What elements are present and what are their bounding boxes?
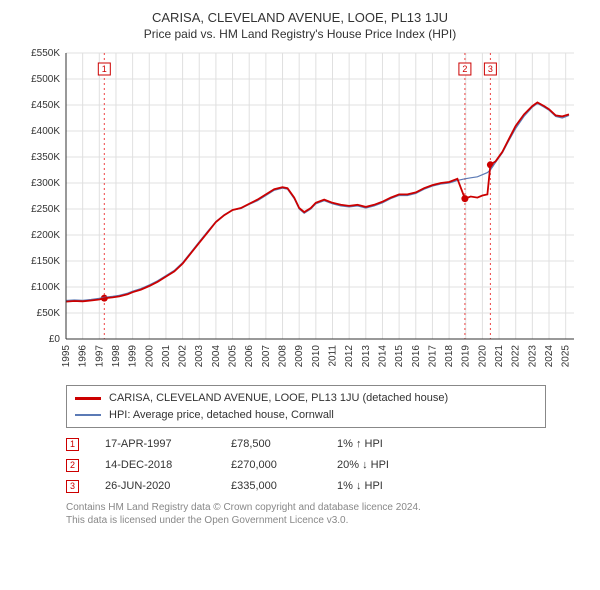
tx-date: 26-JUN-2020	[105, 476, 205, 497]
transaction-row: 3 26-JUN-2020 £335,000 1% ↓ HPI	[66, 476, 584, 497]
tx-price: £270,000	[231, 455, 311, 476]
tx-marker-icon: 3	[66, 480, 79, 493]
chart-subtitle: Price paid vs. HM Land Registry's House …	[16, 27, 584, 41]
svg-text:2020: 2020	[477, 345, 488, 368]
legend-row-hpi: HPI: Average price, detached house, Corn…	[75, 407, 537, 424]
footer-line-1: Contains HM Land Registry data © Crown c…	[66, 501, 584, 514]
legend-swatch-hpi	[75, 414, 101, 416]
svg-text:1997: 1997	[94, 345, 105, 368]
legend: CARISA, CLEVELAND AVENUE, LOOE, PL13 1JU…	[66, 385, 546, 428]
svg-text:1996: 1996	[78, 345, 89, 368]
tx-delta: 1% ↓ HPI	[337, 476, 437, 497]
svg-text:2003: 2003	[194, 345, 205, 368]
price-chart: £0 £50K £100K £150K £200K £250K £300K £350K £400…	[16, 49, 584, 379]
svg-text:2022: 2022	[511, 345, 522, 368]
svg-text:£250K: £250K	[31, 204, 60, 215]
svg-text:3: 3	[488, 64, 493, 74]
svg-text:2015: 2015	[394, 345, 405, 368]
svg-text:£450K: £450K	[31, 100, 60, 111]
svg-text:2006: 2006	[244, 345, 255, 368]
tx-date: 14-DEC-2018	[105, 455, 205, 476]
transaction-row: 2 14-DEC-2018 £270,000 20% ↓ HPI	[66, 455, 584, 476]
svg-text:2008: 2008	[278, 345, 289, 368]
svg-text:2007: 2007	[261, 345, 272, 368]
svg-text:£350K: £350K	[31, 152, 60, 163]
legend-label-property: CARISA, CLEVELAND AVENUE, LOOE, PL13 1JU…	[109, 390, 448, 407]
svg-text:£50K: £50K	[37, 308, 61, 319]
svg-text:£550K: £550K	[31, 49, 60, 59]
transaction-table: 1 17-APR-1997 £78,500 1% ↑ HPI 2 14-DEC-2018 £…	[66, 434, 584, 497]
svg-text:2002: 2002	[178, 345, 189, 368]
footer-text: Contains HM Land Registry data © Crown c…	[66, 501, 584, 527]
svg-text:£0: £0	[49, 334, 61, 345]
footer-line-2: This data is licensed under the Open Gov…	[66, 514, 584, 527]
transaction-row: 1 17-APR-1997 £78,500 1% ↑ HPI	[66, 434, 584, 455]
tx-price: £335,000	[231, 476, 311, 497]
svg-text:1998: 1998	[111, 345, 122, 368]
tx-date: 17-APR-1997	[105, 434, 205, 455]
svg-text:2016: 2016	[411, 345, 422, 368]
svg-text:2017: 2017	[427, 345, 438, 368]
svg-text:2025: 2025	[561, 345, 572, 368]
svg-text:2021: 2021	[494, 345, 505, 368]
svg-text:£200K: £200K	[31, 230, 60, 241]
svg-text:2024: 2024	[544, 345, 555, 368]
svg-text:2001: 2001	[161, 345, 172, 368]
svg-text:2018: 2018	[444, 345, 455, 368]
svg-text:2023: 2023	[527, 345, 538, 368]
legend-row-property: CARISA, CLEVELAND AVENUE, LOOE, PL13 1JU…	[75, 390, 537, 407]
svg-text:£100K: £100K	[31, 282, 60, 293]
svg-text:2014: 2014	[377, 345, 388, 368]
chart-svg: £0 £50K £100K £150K £200K £250K £300K £350K £400…	[16, 49, 584, 379]
tx-marker-icon: 2	[66, 459, 79, 472]
legend-label-hpi: HPI: Average price, detached house, Corn…	[109, 407, 334, 424]
svg-text:2019: 2019	[461, 345, 472, 368]
svg-text:1995: 1995	[61, 345, 72, 368]
svg-text:2010: 2010	[311, 345, 322, 368]
legend-swatch-property	[75, 397, 101, 400]
tx-price: £78,500	[231, 434, 311, 455]
chart-title: CARISA, CLEVELAND AVENUE, LOOE, PL13 1JU	[16, 10, 584, 25]
svg-text:£300K: £300K	[31, 178, 60, 189]
svg-text:£150K: £150K	[31, 256, 60, 267]
svg-text:2000: 2000	[144, 345, 155, 368]
svg-text:2009: 2009	[294, 345, 305, 368]
tx-marker-icon: 1	[66, 438, 79, 451]
svg-text:1999: 1999	[128, 345, 139, 368]
svg-text:1: 1	[102, 64, 107, 74]
svg-text:2005: 2005	[228, 345, 239, 368]
svg-text:£500K: £500K	[31, 74, 60, 85]
svg-text:2011: 2011	[327, 345, 338, 367]
svg-text:2013: 2013	[361, 345, 372, 368]
svg-text:£400K: £400K	[31, 126, 60, 137]
svg-text:2: 2	[462, 64, 467, 74]
tx-delta: 1% ↑ HPI	[337, 434, 437, 455]
svg-text:2004: 2004	[211, 345, 222, 368]
svg-text:2012: 2012	[344, 345, 355, 368]
tx-delta: 20% ↓ HPI	[337, 455, 437, 476]
